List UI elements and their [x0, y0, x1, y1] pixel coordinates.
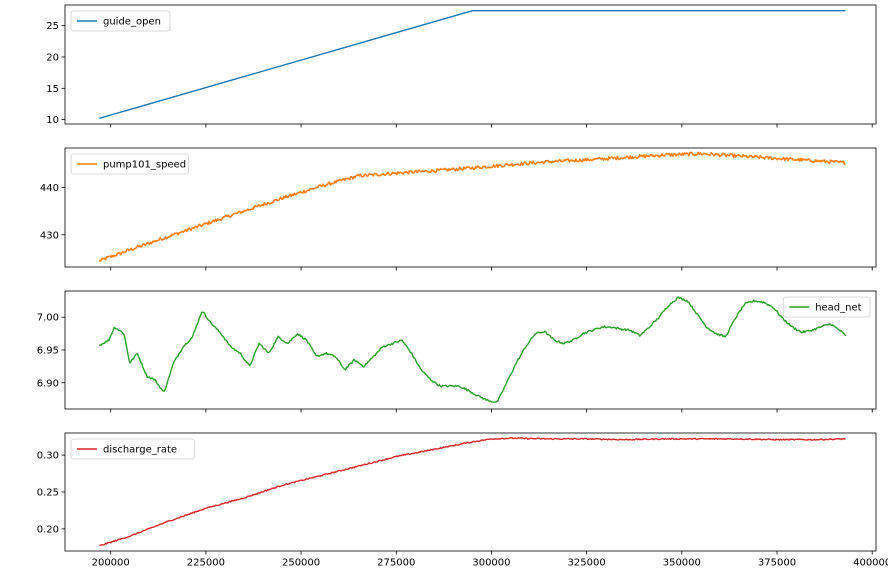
- series-line-discharge_rate: [99, 436, 846, 547]
- axes-frame: [64, 4, 877, 125]
- legend: head_net: [782, 296, 871, 318]
- subplot-discharge_rate: 0.20 0.25 0.30 200000 225000 250000 275000 3000…: [37, 432, 888, 569]
- legend: pump101_speed: [70, 153, 189, 175]
- legend-label: guide_open: [103, 17, 161, 28]
- series-line-pump101_speed: [98, 151, 846, 262]
- y-tick-label: 10: [46, 115, 59, 126]
- y-tick-label: 0.25: [37, 488, 59, 499]
- legend: guide_open: [70, 10, 171, 32]
- legend-box: [70, 10, 171, 32]
- legend-box: [782, 296, 871, 318]
- y-tick-label: 440: [40, 183, 59, 194]
- subplot-head_net: 6.90 6.95 7.00 head_net: [37, 290, 877, 413]
- x-tick-label: 400000: [853, 558, 888, 569]
- legend-box: [70, 438, 195, 460]
- legend-label: head_net: [815, 303, 861, 314]
- y-tick-label: 6.90: [37, 378, 59, 389]
- series-line-guide_open: [99, 9, 846, 120]
- y-tick-label: 6.95: [37, 346, 59, 357]
- y-tick-label: 0.30: [37, 451, 59, 462]
- y-tick-label: 7.00: [37, 313, 59, 324]
- x-tick-label: 375000: [758, 558, 796, 569]
- x-tick-label: 200000: [92, 558, 130, 569]
- legend: discharge_rate: [70, 438, 195, 460]
- x-tick-label: 325000: [568, 558, 606, 569]
- legend-box: [70, 153, 189, 175]
- y-tick-label: 0.20: [37, 524, 59, 535]
- subplot-pump101_speed: 430 440 pump101_speed: [40, 147, 877, 271]
- subplot-guide_open: 10 15 20 25 guide_open: [46, 4, 877, 128]
- x-tick-label: 275000: [377, 558, 415, 569]
- y-tick-label: 20: [46, 52, 59, 63]
- x-tick-label: 225000: [187, 558, 225, 569]
- y-tick-label: 430: [40, 230, 59, 241]
- y-tick-label: 25: [46, 21, 59, 32]
- series-line-head_net: [98, 296, 847, 403]
- x-tick-label: 350000: [663, 558, 701, 569]
- axes-frame: [64, 147, 877, 268]
- y-tick-label: 15: [46, 84, 59, 95]
- legend-label: pump101_speed: [103, 160, 186, 171]
- x-tick-label: 300000: [472, 558, 510, 569]
- x-tick-label: 250000: [282, 558, 320, 569]
- legend-label: discharge_rate: [103, 445, 177, 456]
